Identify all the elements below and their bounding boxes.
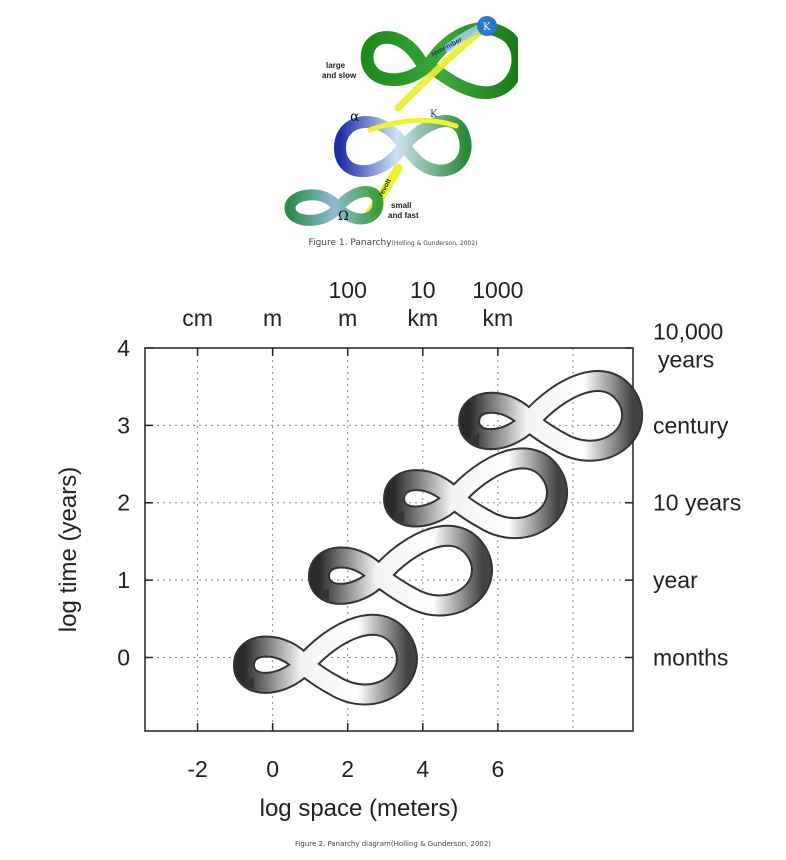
small-fast-loop — [284, 186, 384, 226]
adaptive-cycle-loop — [232, 613, 418, 706]
loop-arrow — [317, 588, 329, 601]
figure1-caption: Figure 1. Panarchy(Holling & Gunderson, … — [0, 238, 786, 248]
y-tick-label: 0 — [117, 644, 130, 670]
figure1-caption-source: (Holling & Gunderson, 2002) — [391, 240, 478, 247]
y-tick-label: 1 — [117, 567, 130, 593]
right-scale-label: 10 years — [653, 490, 741, 516]
kappa-mid-label: K — [430, 109, 438, 120]
x-tick-label: 2 — [341, 756, 354, 782]
top-scale-label: 100 — [329, 277, 367, 303]
right-scale-label: year — [653, 567, 698, 593]
y-tick-label: 4 — [117, 335, 130, 361]
right-scale-label: century — [653, 412, 729, 438]
top-scale-label: cm — [182, 305, 213, 331]
figure1-panarchy-illustration: large and slow remember K α K revolt Ω s… — [284, 16, 518, 226]
loop-arrow — [392, 510, 405, 523]
x-tick-label: 4 — [416, 756, 429, 782]
adaptive-cycle-loop — [383, 447, 568, 540]
y-axis-title: log time (years) — [55, 467, 82, 632]
y-tick-label: 2 — [117, 490, 130, 516]
large-slow-label-1: large — [326, 61, 346, 70]
large-slow-loop — [360, 16, 518, 112]
top-scale-label: m — [263, 305, 282, 331]
right-scale-label: years — [658, 347, 714, 373]
right-scale-label: 10,000 — [653, 319, 723, 345]
x-tick-label: -2 — [187, 756, 207, 782]
kappa-top-node — [477, 16, 497, 36]
small-fast-label-2: and fast — [388, 211, 419, 220]
x-tick-label: 6 — [491, 756, 504, 782]
plot-frame — [144, 347, 634, 732]
loop-ribbon — [385, 449, 566, 538]
top-scale-label: km — [483, 305, 514, 331]
top-scale-label: 1000 — [472, 277, 523, 303]
adaptive-cycle-loop — [308, 524, 493, 617]
right-scale-label: months — [653, 644, 728, 670]
x-tick-label: 0 — [266, 756, 279, 782]
y-tick-label: 3 — [117, 412, 130, 438]
alpha-label: α — [350, 109, 360, 125]
omega-label: Ω — [338, 209, 349, 224]
small-fast-label-1: small — [391, 201, 411, 210]
mid-loop — [334, 115, 472, 218]
figure2-caption: Figure 2. Panarchy diagram(Holling & Gun… — [294, 840, 492, 848]
adaptive-cycle-loop — [458, 370, 643, 462]
kappa-top-label: K — [483, 22, 491, 33]
loop-ribbon — [460, 372, 641, 460]
loop-ribbon — [310, 526, 491, 615]
loop-ribbon — [234, 615, 416, 704]
top-scale-label: m — [338, 305, 357, 331]
large-slow-label-2: and slow — [322, 71, 357, 80]
loop-arrow — [467, 433, 480, 446]
top-scale-label: km — [407, 305, 438, 331]
loop-arrow — [241, 677, 254, 690]
x-axis-title: log space (meters) — [260, 795, 459, 822]
figure1-caption-main: Figure 1. Panarchy — [308, 238, 392, 248]
top-scale-label: 10 — [410, 277, 436, 303]
